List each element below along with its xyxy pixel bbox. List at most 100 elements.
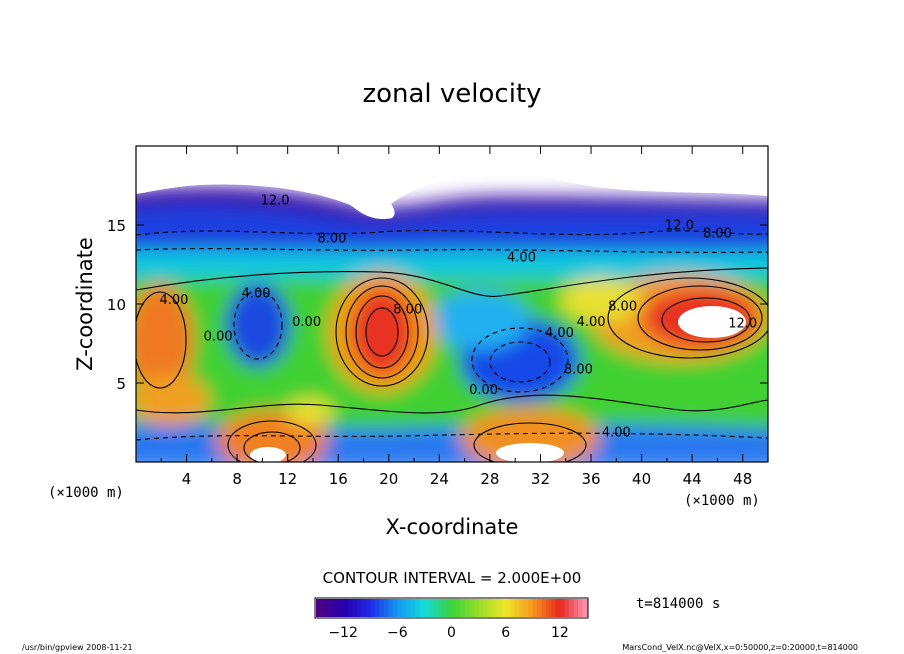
colorbar-tick-label: 0 [447, 625, 456, 641]
x-tick-label: 28 [480, 470, 499, 488]
colorbar-swatch [555, 599, 561, 617]
contour-label: 8.00 [317, 231, 346, 246]
x-tick-label: 24 [430, 470, 449, 488]
x-tick-label: 48 [733, 470, 752, 488]
contour-line-negative [136, 229, 768, 236]
contour-line-negative [136, 432, 768, 441]
left-positive-cell [136, 284, 194, 396]
colorbar-swatch [356, 599, 362, 617]
colorbar-swatch [528, 599, 534, 617]
z-axis-label: Z-coordinate [73, 237, 97, 371]
central-cyan-halo [430, 290, 530, 350]
colorbar-swatch [428, 599, 434, 617]
contour-label: 12.0 [261, 193, 290, 208]
colorbar-swatch [446, 599, 452, 617]
colorbar-swatch [410, 599, 416, 617]
colorbar-tick-label: −12 [328, 625, 358, 641]
colorbar-swatch [424, 599, 430, 617]
contour-line-negative [471, 327, 569, 393]
colorbar-swatch [559, 599, 565, 617]
contour-label: 8.00 [703, 227, 732, 242]
bottom-mid-positive [460, 408, 600, 462]
colorbar-swatch [546, 599, 552, 617]
central-positive-core [350, 288, 414, 376]
contour-line [243, 431, 301, 462]
colorbar-swatch [401, 599, 407, 617]
contour-line [345, 285, 419, 379]
colorbar-tick-label: −6 [387, 625, 408, 641]
x-tick-label: 40 [632, 470, 651, 488]
y-tick-label: 15 [107, 217, 126, 235]
colorbar-swatch [316, 599, 322, 617]
colorbar-swatch [334, 599, 340, 617]
contour-label: 0.00 [292, 315, 321, 330]
colorbar-swatch [392, 599, 398, 617]
colorbar-swatch [338, 599, 344, 617]
colorbar-tick-label: 6 [501, 625, 510, 641]
colorbar-swatch [347, 599, 353, 617]
colorbar-swatch [514, 599, 520, 617]
colorbar-swatch [474, 599, 480, 617]
x-tick-label: 16 [329, 470, 348, 488]
colorbar-swatch [388, 599, 394, 617]
contour-label: 12.0 [728, 317, 757, 332]
colorbar-tick-label: 12 [551, 625, 569, 641]
x-tick-label: 8 [232, 470, 242, 488]
contour-line [365, 307, 399, 357]
colorbar-swatch [419, 599, 425, 617]
contour-label: 8.00 [608, 299, 637, 314]
colorbar-swatch [564, 599, 570, 617]
colorbar-swatch [505, 599, 511, 617]
colorbar-swatch [582, 599, 588, 617]
colorbar-swatch [541, 599, 547, 617]
cyan-band [136, 249, 768, 286]
contour-line [473, 422, 587, 462]
colorbar-swatch [532, 599, 538, 617]
colorbar-swatch [483, 599, 489, 617]
x-tick-label: 12 [278, 470, 297, 488]
colorbar-frame [314, 597, 589, 619]
x-tick-label: 4 [182, 470, 192, 488]
colorbar-swatch [523, 599, 529, 617]
contour-line [607, 277, 768, 359]
left-lower-positive [136, 374, 210, 426]
x-axis-unit-label: (×1000 m) [684, 493, 760, 509]
footer-left-text: /usr/bin/gpview 2008-11-21 [22, 643, 133, 652]
contour-label: 4.00 [242, 287, 271, 302]
contour-line [335, 277, 429, 387]
colorbar-swatch [496, 599, 502, 617]
x-axis-label: X-coordinate [386, 515, 519, 539]
contour-line-negative [489, 341, 551, 383]
colorbar-swatch [573, 599, 579, 617]
colorbar-swatch [451, 599, 457, 617]
contour-line [637, 285, 763, 351]
y-tick-label: 5 [116, 375, 126, 393]
colorbar-swatch [325, 599, 331, 617]
upper-edge-band [136, 186, 768, 223]
colorbar-swatch [469, 599, 475, 617]
colorbar-swatch [501, 599, 507, 617]
colorbar-swatch [329, 599, 335, 617]
colorbar-swatch [465, 599, 471, 617]
colorbar-swatch [478, 599, 484, 617]
upper-white-zone-2 [350, 146, 520, 220]
colorbar-swatch [537, 599, 543, 617]
colorbar-swatch [361, 599, 367, 617]
footer-right-text: MarsCond_VelX.nc@VelX,x=0:50000,z=0:2000… [622, 643, 858, 652]
bottom-white-1 [250, 447, 286, 462]
contour-label: 4.00 [507, 250, 536, 265]
colorbar-swatch [577, 599, 583, 617]
colorbar-swatch [433, 599, 439, 617]
colorbar-swatch [415, 599, 421, 617]
colorbar-swatch [550, 599, 556, 617]
contour-label: 4.00 [577, 315, 606, 330]
contour-label: 8.00 [393, 302, 422, 317]
x-tick-label: 36 [581, 470, 600, 488]
contour-line [661, 297, 751, 343]
contour-line-negative [233, 290, 283, 360]
colorbar-swatch [456, 599, 462, 617]
colorbar-swatch [379, 599, 385, 617]
colorbar-swatch [365, 599, 371, 617]
x-tick-label: 20 [379, 470, 398, 488]
